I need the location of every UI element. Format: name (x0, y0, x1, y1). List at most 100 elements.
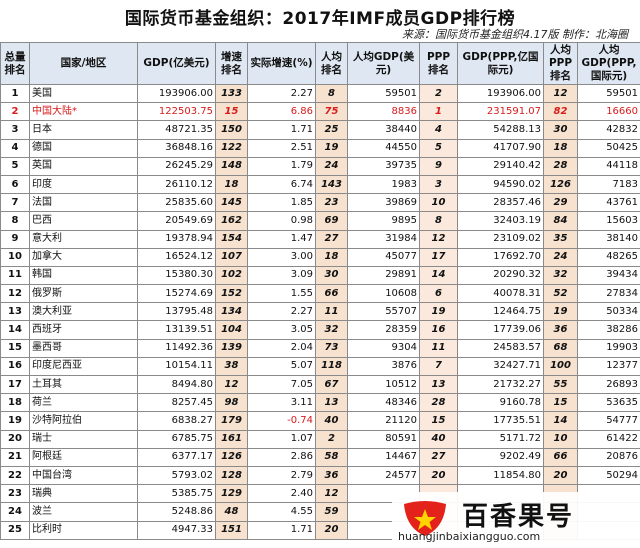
source-credit: 来源：国际货币基金组织4.17版 制作：北海圈 (402, 28, 628, 41)
cell-ppppc-rank: 68 (543, 338, 578, 358)
cell-growth: -0.74 (247, 411, 316, 431)
cell-country: 土耳其 (29, 374, 138, 395)
cell-ppp: 20290.32 (457, 265, 544, 286)
header-country: 国家/地区 (29, 42, 138, 85)
cell-ppppc: 38140 (577, 229, 640, 249)
table-row: 9 意大利 19378.94 154 1.47 27 31984 12 23109.02 35 38… (0, 229, 640, 249)
cell-gdp: 6838.27 (137, 411, 216, 431)
cell-growth: 1.71 (247, 520, 316, 540)
cell-ppp: 9160.78 (457, 393, 544, 413)
table-row: 12 俄罗斯 15274.69 152 1.55 66 10608 6 40078.31 52 27… (0, 284, 640, 304)
cell-growth-rank: 48 (215, 502, 248, 522)
cell-ppp-rank: 12 (419, 229, 458, 249)
cell-growth: 1.71 (247, 120, 316, 140)
cell-pc-rank: 32 (315, 320, 348, 340)
table-row: 22 中国台湾 5793.02 128 2.79 36 24577 20 11854.80 20 5… (0, 465, 640, 486)
cell-ppp-rank: 1 (419, 102, 458, 122)
cell-country: 墨西哥 (29, 338, 138, 358)
cell-ppppc: 59501 (577, 83, 640, 104)
cell-ppppc-rank: 66 (543, 447, 578, 467)
cell-growth: 1.55 (247, 284, 316, 304)
cell-rank: 22 (0, 465, 30, 486)
cell-ppp-rank: 3 (419, 174, 458, 195)
cell-pc: 28359 (347, 320, 420, 340)
table-header-row: 总量排名 国家/地区 GDP(亿美元) 增速排名 实际增速(%) 人均排名 人均… (0, 42, 640, 85)
cell-gdp: 15274.69 (137, 284, 216, 304)
cell-ppppc-rank: 30 (543, 120, 578, 140)
cell-ppppc-rank: 82 (543, 102, 578, 122)
cell-gdp: 13139.51 (137, 320, 216, 340)
cell-gdp: 20549.69 (137, 211, 216, 231)
cell-ppppc-rank: 84 (543, 211, 578, 231)
cell-country: 澳大利亚 (29, 302, 138, 322)
cell-rank: 7 (0, 193, 30, 213)
cell-rank: 20 (0, 429, 30, 449)
cell-pc-rank: 11 (315, 302, 348, 322)
cell-pc-rank: 25 (315, 120, 348, 140)
cell-growth: 2.27 (247, 83, 316, 104)
cell-pc: 59501 (347, 83, 420, 104)
cell-pc: 38440 (347, 120, 420, 140)
cell-country: 印度 (29, 174, 138, 195)
cell-country: 俄罗斯 (29, 284, 138, 304)
cell-ppp: 41707.90 (457, 138, 544, 158)
cell-pc: 29891 (347, 265, 420, 286)
cell-pc-rank: 66 (315, 284, 348, 304)
cell-rank: 24 (0, 502, 30, 522)
cell-growth: 2.51 (247, 138, 316, 158)
cell-gdp: 122503.75 (137, 102, 216, 122)
cell-growth-rank: 15 (215, 102, 248, 122)
cell-growth-rank: 148 (215, 156, 248, 176)
cell-gdp: 26245.29 (137, 156, 216, 176)
cell-pc: 39735 (347, 156, 420, 176)
cell-ppppc-rank: 18 (543, 138, 578, 158)
cell-country: 沙特阿拉伯 (29, 411, 138, 431)
watermark-url: huangjinbaixiangguo.com (398, 530, 541, 543)
cell-rank: 12 (0, 284, 30, 304)
cell-gdp: 26110.12 (137, 174, 216, 195)
cell-rank: 19 (0, 411, 30, 431)
cell-ppppc-rank: 12 (543, 83, 578, 104)
header-ppppc-rank: 人均PPP排名 (543, 42, 578, 85)
cell-country: 巴西 (29, 211, 138, 231)
cell-ppp-rank: 13 (419, 374, 458, 395)
table-row: 4 德国 36848.16 122 2.51 19 44550 5 41707.90 18 5042… (0, 138, 640, 158)
cell-growth: 3.11 (247, 393, 316, 413)
cell-country: 中国台湾 (29, 465, 138, 486)
cell-ppp-rank: 10 (419, 193, 458, 213)
cell-country: 加拿大 (29, 247, 138, 267)
cell-growth: 3.05 (247, 320, 316, 340)
cell-rank: 14 (0, 320, 30, 340)
cell-growth-rank: 162 (215, 211, 248, 231)
cell-gdp: 36848.16 (137, 138, 216, 158)
cell-rank: 18 (0, 393, 30, 413)
table-row: 6 印度 26110.12 18 6.74 143 1983 3 94590.02 126 7183 (0, 174, 640, 195)
cell-ppppc: 15603 (577, 211, 640, 231)
cell-pc-rank: 59 (315, 502, 348, 522)
cell-pc-rank: 23 (315, 193, 348, 213)
cell-ppppc-rank: 20 (543, 465, 578, 486)
cell-growth-rank: 139 (215, 338, 248, 358)
cell-growth: 3.00 (247, 247, 316, 267)
cell-rank: 25 (0, 520, 30, 540)
cell-ppp: 54288.13 (457, 120, 544, 140)
cell-gdp: 11492.36 (137, 338, 216, 358)
cell-growth-rank: 98 (215, 393, 248, 413)
cell-country: 法国 (29, 193, 138, 213)
table-row: 19 沙特阿拉伯 6838.27 179 -0.74 40 21120 15 17735.51 1… (0, 411, 640, 431)
cell-ppp: 9202.49 (457, 447, 544, 467)
cell-ppppc-rank: 24 (543, 247, 578, 267)
header-ppp: GDP(PPP,亿国际元) (457, 42, 544, 85)
cell-pc-rank: 67 (315, 374, 348, 395)
cell-country: 意大利 (29, 229, 138, 249)
table-row: 5 英国 26245.29 148 1.79 24 39735 9 29140.42 28 4411… (0, 156, 640, 176)
cell-ppppc: 12377 (577, 356, 640, 377)
cell-ppp: 17692.70 (457, 247, 544, 267)
cell-ppppc-rank: 14 (543, 411, 578, 431)
cell-pc-rank: 40 (315, 411, 348, 431)
table-row: 11 韩国 15380.30 102 3.09 30 29891 14 20290.32 32 39… (0, 265, 640, 286)
cell-growth-rank: 104 (215, 320, 248, 340)
cell-ppppc-rank: 32 (543, 265, 578, 286)
cell-ppppc: 7183 (577, 174, 640, 195)
cell-growth-rank: 129 (215, 484, 248, 504)
